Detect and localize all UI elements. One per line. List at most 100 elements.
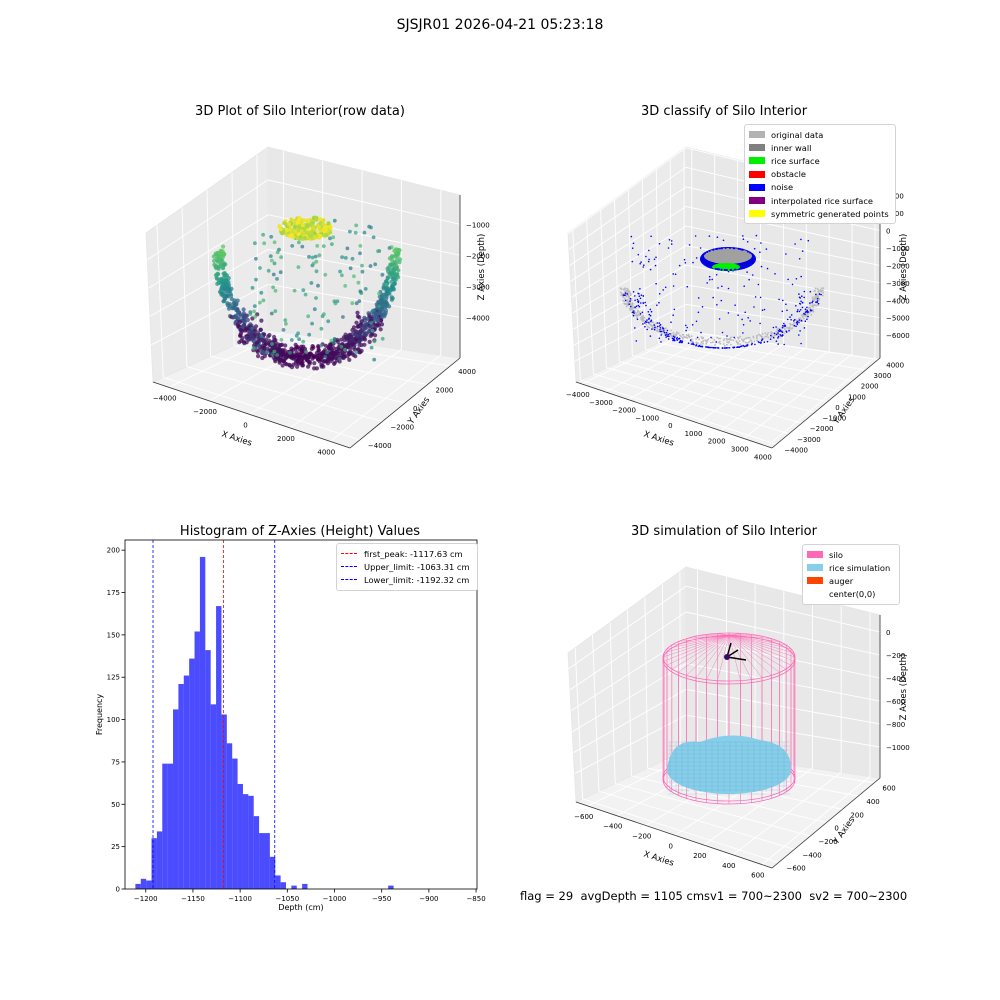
p1-data-point <box>337 359 342 364</box>
p1-data-point <box>354 301 359 306</box>
p4-y-tick-label: −600 <box>786 865 805 873</box>
p1-data-point <box>259 318 264 323</box>
p2-original-point <box>807 306 810 309</box>
p1-data-point <box>300 363 305 368</box>
p2-z-tick-label: 0 <box>886 228 890 236</box>
p2-noise-point <box>659 323 662 326</box>
p2-ygrid <box>655 168 853 382</box>
p2-noise-point <box>800 275 802 278</box>
p2-noise-point <box>642 295 645 297</box>
p2-noise-point <box>782 334 784 337</box>
histogram-bar <box>135 883 141 889</box>
p2-original-point <box>655 326 658 329</box>
p1-z-tick-label: −2000 <box>466 252 490 260</box>
p2-noise-point <box>667 247 670 249</box>
silo-roof-line <box>728 633 741 636</box>
p2-noise-point <box>761 309 764 312</box>
silo-roof-line <box>717 634 730 681</box>
p2-noise-point <box>807 310 809 313</box>
p1-y-axis-label: Y Axies <box>406 395 433 427</box>
p2-noise-point <box>672 273 674 275</box>
p2-y-tick-label: −4000 <box>784 446 808 454</box>
p2-noise-point <box>728 347 731 349</box>
p2-original-point <box>647 325 649 328</box>
p2-noise-point <box>803 327 806 329</box>
p1-data-point <box>357 299 362 303</box>
p2-noise-point <box>751 274 754 276</box>
p2-noise-point <box>773 332 776 335</box>
p2-noise-point <box>721 347 724 349</box>
p2-noise-point <box>793 324 796 327</box>
p1-data-point <box>302 231 307 235</box>
p2-original-point <box>819 289 821 292</box>
p2-ygrid <box>641 178 841 392</box>
p2-noise-point <box>672 285 675 287</box>
p1-data-point <box>305 218 310 223</box>
p1-data-point <box>266 334 271 339</box>
p2-original-point <box>782 329 784 332</box>
p1-data-point <box>250 316 255 321</box>
p1-data-point <box>237 340 242 345</box>
p1-data-point <box>370 328 375 333</box>
p1-data-point <box>354 350 359 355</box>
p2-noise-point <box>810 309 813 312</box>
p2-noise-point <box>637 301 640 304</box>
p2-noise-point <box>804 320 807 323</box>
p1-data-point <box>350 256 355 261</box>
p4-z-tick-label: −1000 <box>886 744 910 752</box>
p1-data-point <box>316 283 320 288</box>
p1-data-point <box>211 254 216 259</box>
p2-noise-point <box>672 339 674 342</box>
p2-noise-point <box>796 320 799 323</box>
p1-data-point <box>221 244 226 249</box>
p4-z-tick-label: 0 <box>886 629 890 637</box>
p2-original-point <box>700 343 702 345</box>
p2-noise-point <box>695 320 698 323</box>
p1-data-point <box>258 300 262 305</box>
p2-noise-point <box>658 325 661 327</box>
p4-zgrid <box>573 688 881 754</box>
histogram-bar <box>253 816 260 889</box>
p2-noise-point <box>759 251 761 253</box>
p2-noise-point <box>727 287 730 290</box>
legend-swatch <box>749 157 765 165</box>
silo-ring <box>662 635 796 685</box>
p2-original-point <box>627 300 630 303</box>
p1-data-point <box>322 359 327 364</box>
p2-noise-point <box>642 323 644 325</box>
silo-roof-line <box>728 634 787 670</box>
p2-noise-point <box>662 328 665 330</box>
p2-noise-point <box>654 264 657 267</box>
p1-data-point <box>306 364 311 369</box>
p1-data-point <box>372 357 377 362</box>
p2-original-point <box>728 341 731 343</box>
p1-data-point <box>245 317 250 323</box>
p2-noise-point <box>671 337 674 340</box>
p2-original-point <box>798 317 800 320</box>
p1-data-point <box>254 277 258 282</box>
p2-noise-point <box>782 325 784 327</box>
y-axis-label: Frequency <box>95 694 104 736</box>
silo-roof-line <box>728 634 795 662</box>
p2-noise-point <box>666 329 669 332</box>
p2-noise-point <box>706 251 709 253</box>
legend-item: original data <box>749 128 891 141</box>
p2-noise-point <box>637 253 640 256</box>
p1-data-point <box>315 244 320 248</box>
p2-noise-point <box>705 264 708 267</box>
p1-data-point <box>332 361 337 366</box>
p2-x-axis-label: X Axies <box>642 429 675 448</box>
p2-noise-point <box>743 285 745 288</box>
p1-data-point <box>326 221 331 226</box>
legend-item: auger <box>807 574 895 587</box>
p2-ygrid <box>600 209 802 424</box>
p4-z-tick-label: −200 <box>886 652 905 660</box>
p1-data-point <box>305 224 310 228</box>
p2-x-tick-label: −4000 <box>566 391 590 399</box>
p1-y-tick-label: 0 <box>413 405 417 413</box>
panel4-title: 3D simulation of Silo Interior <box>631 524 817 539</box>
p2-noise-point <box>639 297 642 300</box>
p2-x-axis-line <box>575 381 773 449</box>
p2-noise-point <box>791 283 794 286</box>
p2-noise-point <box>763 341 766 344</box>
